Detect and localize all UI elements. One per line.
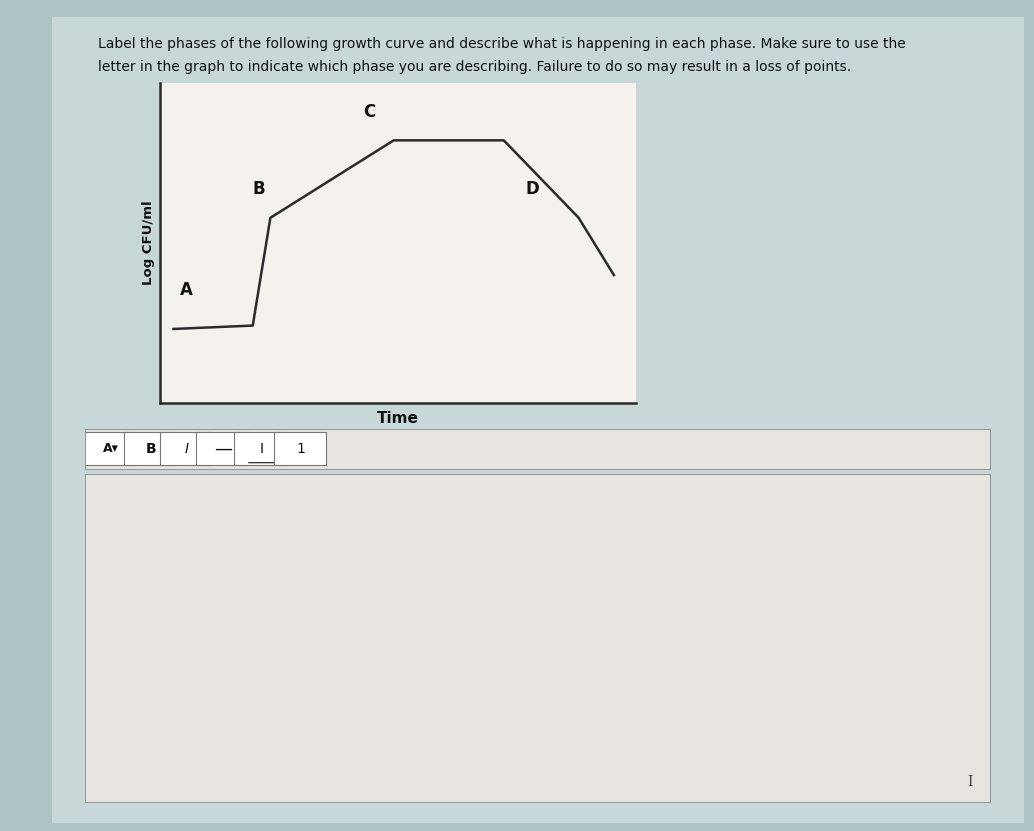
Text: I: I (260, 442, 264, 455)
Text: B: B (252, 180, 266, 199)
Text: A: A (180, 281, 193, 299)
FancyBboxPatch shape (160, 432, 212, 465)
Text: letter in the graph to indicate which phase you are describing. Failure to do so: letter in the graph to indicate which ph… (98, 60, 851, 74)
Text: D: D (526, 180, 540, 199)
FancyBboxPatch shape (234, 432, 286, 465)
Text: I: I (185, 442, 189, 455)
Text: A▾: A▾ (103, 442, 119, 455)
Text: I: I (967, 775, 972, 789)
Y-axis label: Log CFU/ml: Log CFU/ml (142, 201, 155, 285)
FancyBboxPatch shape (84, 432, 136, 465)
Text: B: B (146, 442, 156, 455)
FancyBboxPatch shape (274, 432, 327, 465)
Text: Label the phases of the following growth curve and describe what is happening in: Label the phases of the following growth… (98, 37, 906, 52)
Text: 1: 1 (297, 442, 305, 455)
FancyBboxPatch shape (196, 432, 248, 465)
FancyBboxPatch shape (124, 432, 176, 465)
Text: C: C (363, 103, 375, 120)
X-axis label: Time: Time (377, 411, 419, 426)
Text: —: — (214, 440, 233, 458)
